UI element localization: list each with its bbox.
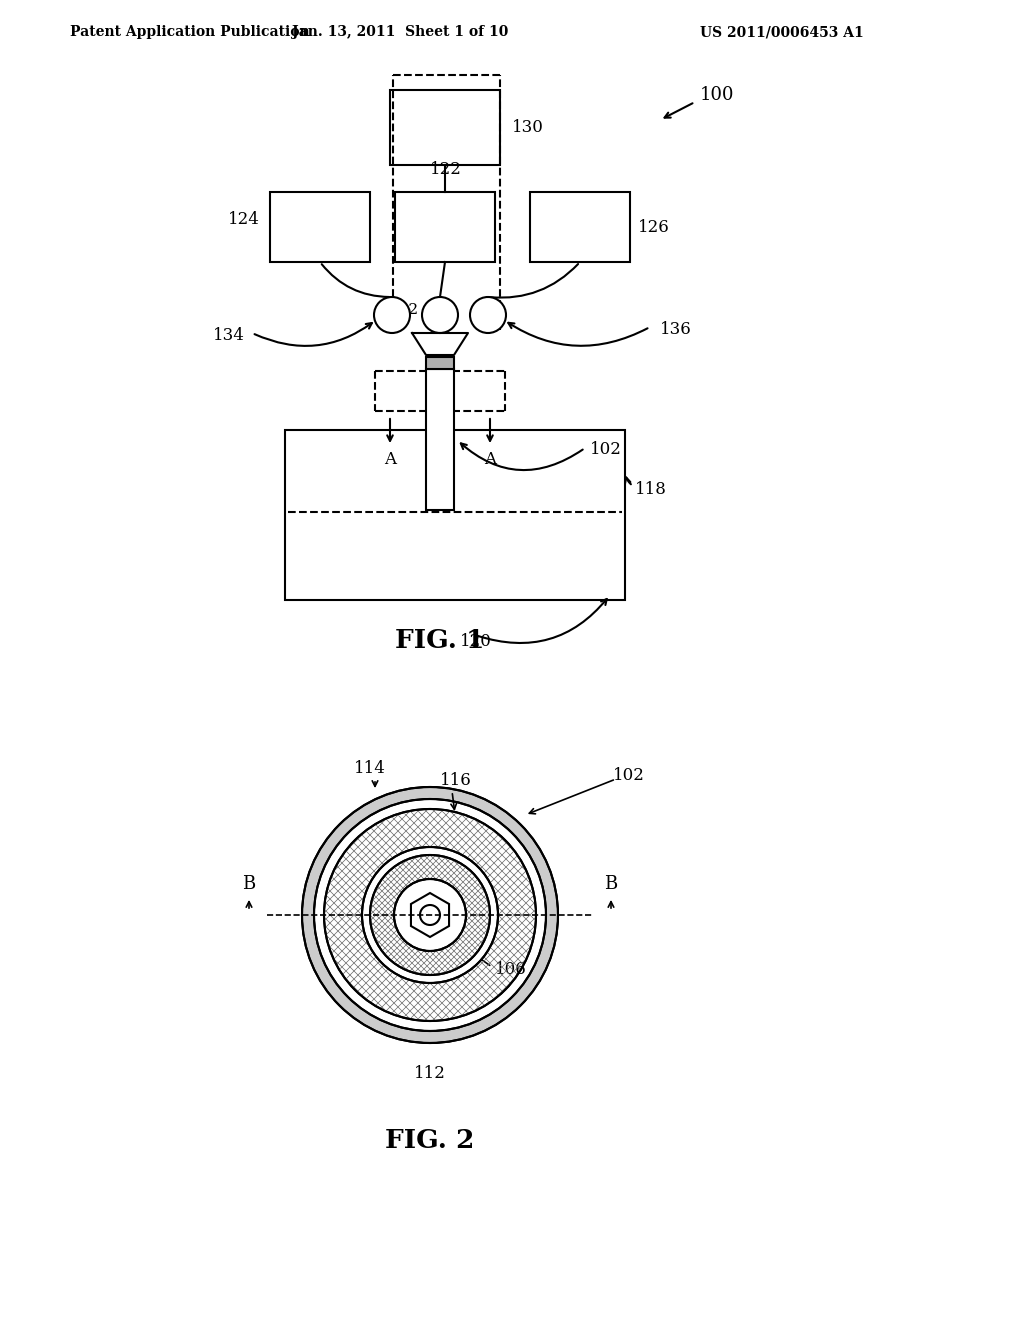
Text: Jan. 13, 2011  Sheet 1 of 10: Jan. 13, 2011 Sheet 1 of 10 [292, 25, 508, 40]
Text: FIG. 1: FIG. 1 [395, 627, 484, 652]
Circle shape [394, 879, 466, 950]
Text: 134: 134 [213, 326, 245, 343]
Bar [285, 430, 625, 601]
Text: 130: 130 [512, 119, 544, 136]
Text: 136: 136 [660, 322, 692, 338]
Text: 120: 120 [460, 634, 492, 651]
Circle shape [362, 847, 498, 983]
Circle shape [370, 855, 490, 975]
Text: A: A [484, 451, 496, 469]
Circle shape [422, 297, 458, 333]
Text: Patent Application Publication: Patent Application Publication [70, 25, 309, 40]
Circle shape [374, 297, 410, 333]
Circle shape [420, 906, 440, 925]
Bar [395, 191, 495, 261]
Polygon shape [411, 894, 450, 937]
Text: B: B [604, 875, 617, 894]
Bar [426, 356, 454, 370]
Bar [426, 370, 454, 510]
Circle shape [302, 787, 558, 1043]
Polygon shape [412, 333, 468, 355]
Text: 102: 102 [590, 441, 622, 458]
Text: A: A [384, 451, 396, 469]
Text: 114: 114 [354, 760, 386, 777]
Text: 126: 126 [638, 219, 670, 235]
Text: FIG. 2: FIG. 2 [385, 1127, 475, 1152]
Text: 100: 100 [700, 86, 734, 104]
Text: 112: 112 [414, 1065, 445, 1082]
Bar [530, 191, 630, 261]
Text: 116: 116 [440, 772, 472, 789]
Circle shape [470, 297, 506, 333]
Text: 102: 102 [613, 767, 645, 784]
Text: 122: 122 [430, 161, 462, 178]
Bar [390, 90, 500, 165]
Text: US 2011/0006453 A1: US 2011/0006453 A1 [700, 25, 864, 40]
Text: 118: 118 [635, 480, 667, 498]
Circle shape [314, 799, 546, 1031]
Text: 132: 132 [389, 304, 418, 317]
Circle shape [324, 809, 536, 1020]
Text: B: B [243, 875, 256, 894]
Bar [270, 191, 370, 261]
Text: 124: 124 [228, 211, 260, 228]
Text: 106: 106 [495, 961, 526, 978]
